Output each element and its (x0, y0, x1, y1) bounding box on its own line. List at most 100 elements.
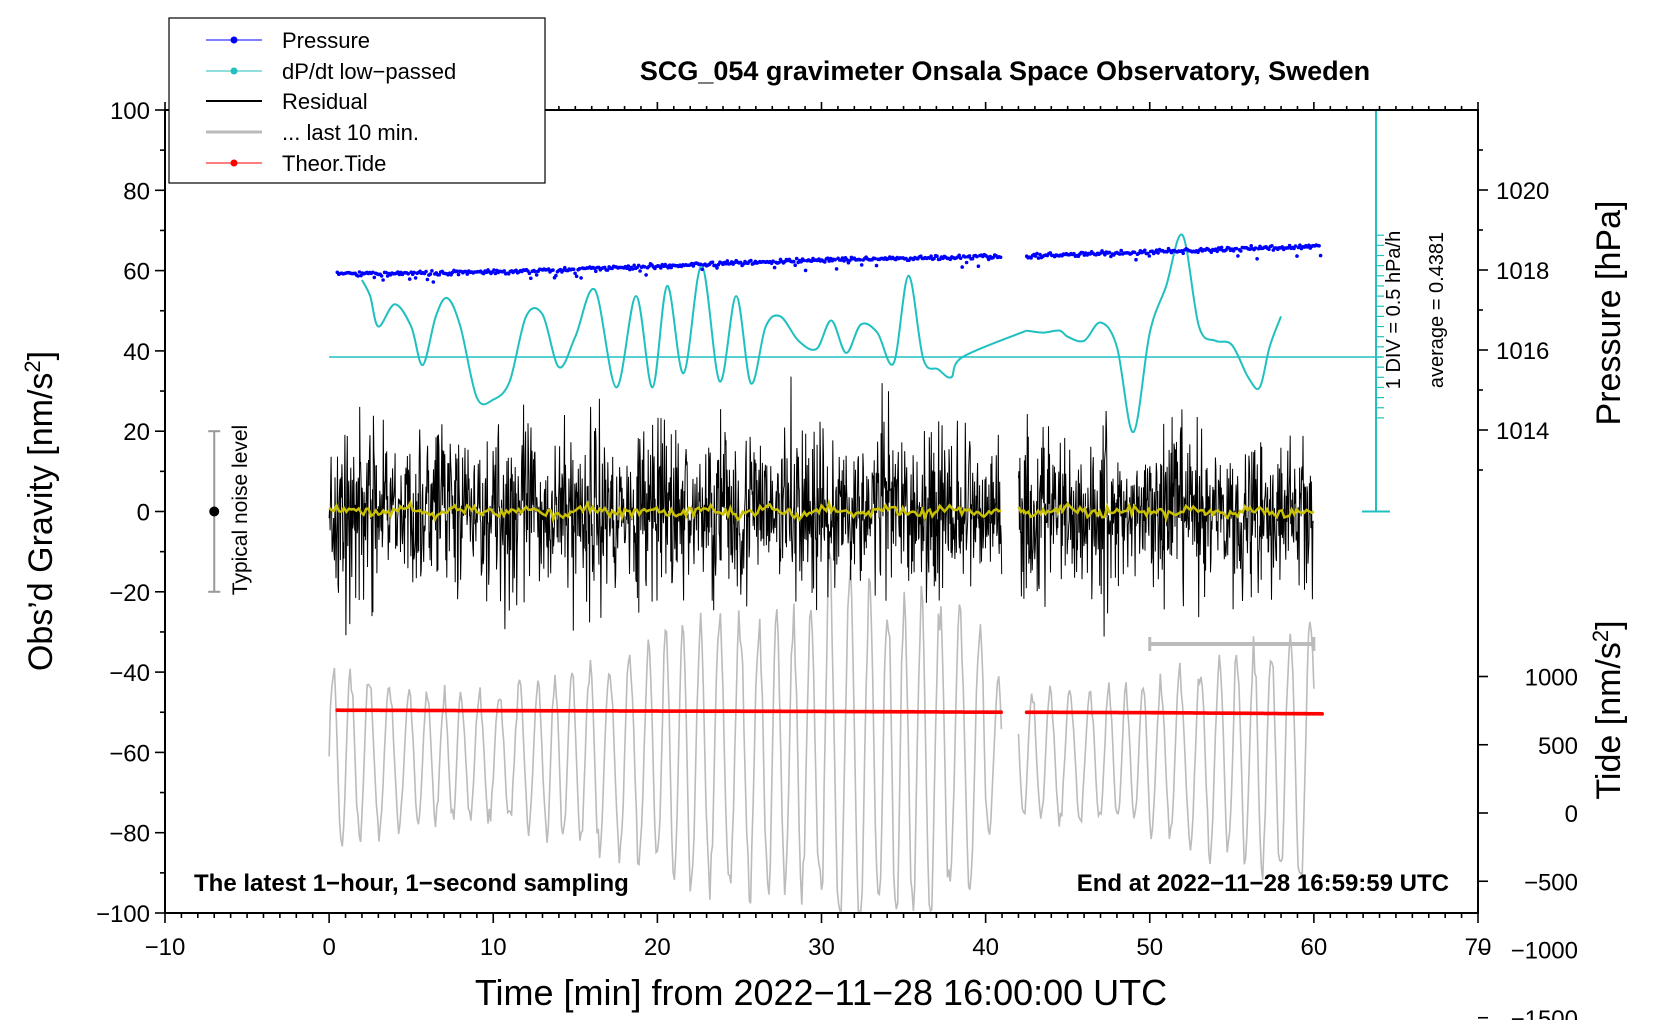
pressure-point (793, 263, 797, 268)
y-axis-label-text: Obs’d Gravity [nm/s (22, 373, 60, 672)
legend-entry-last10: ... last 10 min. (206, 120, 419, 145)
tide-point (999, 710, 1003, 715)
pressure-point (1249, 244, 1253, 248)
y-tick-label: 20 (123, 419, 150, 446)
pressure-point (425, 277, 430, 282)
theoretical-tide-series (335, 708, 1324, 716)
pressure-point (1181, 251, 1185, 256)
residual-series (328, 376, 1314, 637)
pressure-point (848, 258, 852, 263)
pressure-point (700, 267, 704, 272)
pressure-point (533, 269, 538, 274)
pressure-point (1236, 254, 1240, 258)
tide-background-line (328, 552, 1003, 913)
pressure-point (1154, 248, 1159, 252)
pressure-point (874, 263, 879, 268)
pressure-point (592, 266, 597, 271)
pressure-point (825, 256, 830, 261)
pressure-point (554, 273, 558, 278)
y-tick-label: −60 (109, 740, 150, 767)
pressure-point (858, 258, 862, 262)
tide-tick-label: −1000 (1511, 938, 1578, 965)
pressure-point (710, 260, 715, 265)
pressure-point (371, 270, 375, 275)
pressure-point (1117, 252, 1122, 256)
residual-line (1018, 409, 1314, 637)
pressure-point (381, 278, 385, 282)
pressure-point (577, 266, 582, 271)
y-tick-label: −80 (109, 821, 150, 848)
pressure-point (1298, 243, 1302, 247)
y-tick-label: 40 (123, 339, 150, 366)
legend-label-last10: ... last 10 min. (282, 120, 419, 145)
pressure-point (1270, 244, 1274, 248)
bottom-right-annotation: End at 2022−11−28 16:59:59 UTC (1077, 870, 1449, 897)
chart-title: SCG_054 gravimeter Onsala Space Observat… (640, 56, 1370, 86)
pressure-point (431, 280, 436, 284)
pressure-point (1287, 243, 1292, 248)
pressure-point (1239, 249, 1243, 253)
tide-tick-label: 500 (1538, 733, 1578, 760)
pressure-point (384, 270, 388, 275)
pressure-point (492, 268, 496, 272)
pressure-point (1255, 257, 1259, 261)
x-tick-label: 70 (1465, 934, 1492, 961)
y-tick-label: −40 (109, 660, 150, 687)
pressure-point (960, 265, 964, 269)
pressure-point (777, 260, 781, 265)
pressure-point (833, 257, 837, 262)
tide-point (1320, 712, 1324, 716)
pressure-point (1132, 250, 1137, 255)
noise-level-label: Typical noise level (229, 425, 252, 595)
pressure-point (529, 276, 533, 281)
pressure-point (823, 260, 827, 264)
pressure-point (827, 259, 831, 263)
legend-entry-pressure: Pressure (206, 28, 370, 53)
pressure-point (1035, 251, 1039, 256)
pressure-point (574, 274, 579, 279)
pressure-point (406, 272, 411, 276)
legend-entry-residual: Residual (206, 89, 368, 114)
pressure-point (357, 270, 362, 274)
pressure-point (1036, 256, 1041, 260)
pressure-point (502, 269, 507, 273)
tide-background-line (1017, 621, 1315, 881)
pressure-point (738, 260, 743, 265)
y-tick-label: −20 (109, 580, 150, 607)
pressure-point (792, 259, 796, 264)
pressure-point (455, 269, 459, 274)
x-tick-label: 50 (1136, 934, 1163, 961)
pressure-point (842, 259, 846, 263)
dpdt-line (361, 264, 1028, 406)
pressure-tick-label: 1018 (1496, 258, 1549, 285)
pressure-point (1219, 245, 1224, 250)
y-tick-label: −100 (96, 901, 150, 928)
last-10-min-marker (1148, 636, 1316, 651)
legend-label-pressure: Pressure (282, 28, 370, 53)
pressure-point (456, 272, 461, 277)
pressure-point (563, 265, 567, 270)
residual-line (328, 376, 1003, 636)
pressure-point (958, 256, 963, 261)
pressure-point (970, 256, 975, 261)
y-tick-label: 80 (123, 178, 150, 205)
pressure-point (794, 256, 799, 261)
pressure-series (335, 243, 1323, 284)
pressure-point (749, 258, 753, 263)
x-axis-label: Time [min] from 2022−11−28 16:00:00 UTC (475, 972, 1167, 1013)
pressure-point (546, 267, 551, 271)
pressure-point (1134, 257, 1138, 262)
pressure-point (1033, 254, 1038, 258)
pressure-point (1295, 254, 1299, 258)
tide-tick-label: 1000 (1525, 665, 1578, 692)
pressure-point (1209, 250, 1214, 254)
pressure-point (1143, 248, 1147, 253)
pressure-point (1247, 247, 1252, 251)
legend: Pressure dP/dt low−passed Residual ... l… (168, 17, 546, 184)
pressure-point (647, 264, 651, 269)
pressure-point (957, 253, 961, 258)
pressure-tick-label: 1016 (1496, 338, 1549, 365)
pressure-point (840, 256, 845, 260)
pressure-point (413, 276, 418, 280)
pressure-point (845, 257, 849, 262)
